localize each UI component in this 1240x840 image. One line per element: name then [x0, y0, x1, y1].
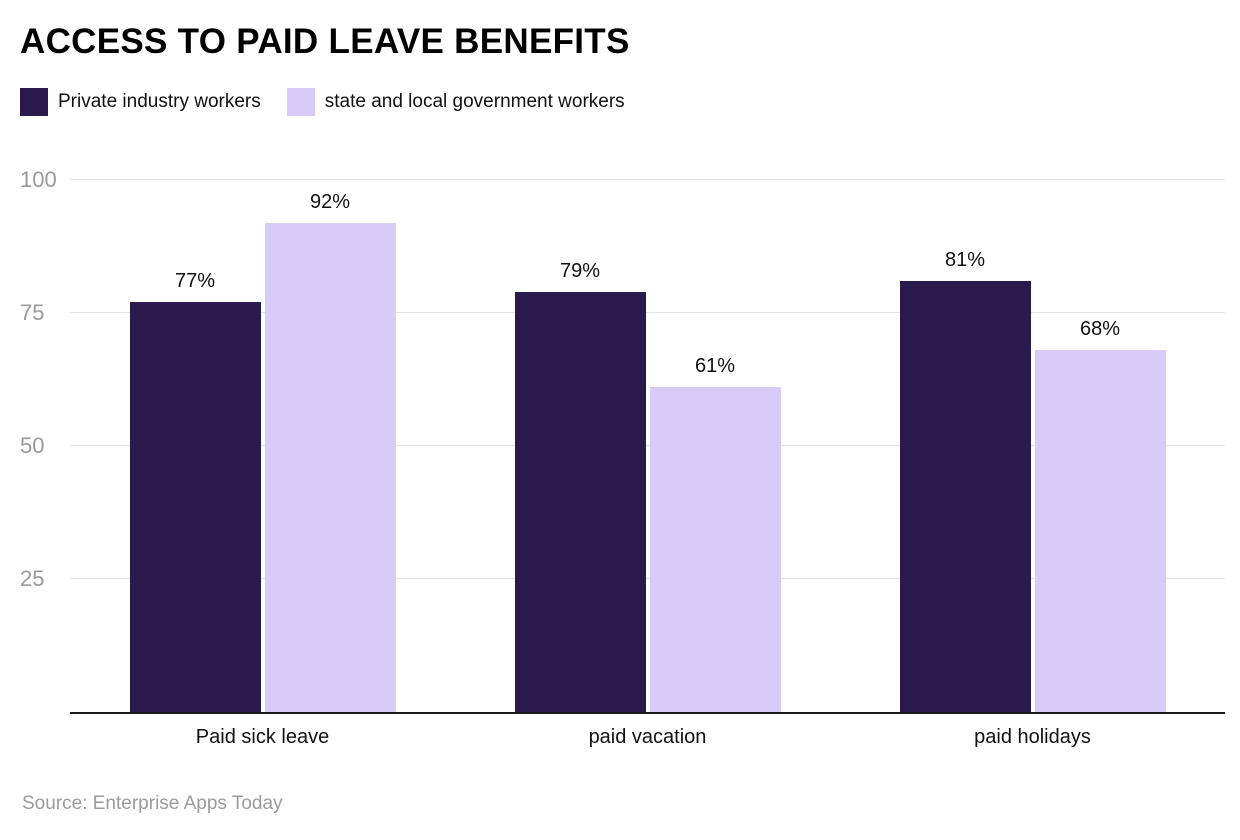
gridline	[70, 179, 1225, 180]
legend-item: state and local government workers	[286, 88, 625, 116]
legend-swatch	[20, 88, 48, 116]
bar-group: 79% 61%	[514, 180, 781, 712]
chart-legend: Private industry workers state and local …	[20, 88, 1225, 116]
x-axis-label: Paid sick leave	[195, 726, 330, 748]
chart-title: ACCESS TO PAID LEAVE BENEFITS	[20, 22, 630, 61]
y-tick-label: 75	[20, 300, 45, 325]
x-axis-labels: Paid sick leave paid vacation paid holiday…	[70, 726, 1225, 749]
y-tick-label: 50	[20, 433, 45, 458]
gridline	[70, 578, 1225, 579]
bar-series-0: 77%	[129, 270, 261, 712]
bar-value-label: 79%	[559, 259, 601, 282]
bars-area: 77% 92% 79% 61% 81% 68%	[70, 180, 1225, 712]
legend-label: Private industry workers	[58, 91, 261, 112]
bar-group: 81% 68%	[899, 180, 1166, 712]
y-tick-label: 100	[20, 167, 57, 192]
gridline	[70, 312, 1225, 313]
bar-value-label: 68%	[1079, 318, 1121, 341]
y-tick-label: 25	[20, 566, 45, 591]
x-axis-label: paid holidays	[974, 726, 1091, 748]
legend-swatch	[286, 88, 315, 116]
bar-group: 77% 92%	[129, 180, 396, 712]
gridline	[70, 445, 1225, 446]
bar-value-label: 92%	[309, 190, 351, 213]
bar-series-1: 92%	[264, 191, 396, 712]
plot-area: 25 50 75 100 77% 92% 79% 61% 81% 68%	[20, 169, 1225, 714]
bar-series-0: 79%	[514, 260, 646, 712]
source-caption: Source: Enterprise Apps Today	[22, 793, 283, 814]
legend-item: Private industry workers	[20, 88, 261, 116]
bar-series-1: 68%	[1034, 318, 1166, 712]
bar-value-label: 61%	[694, 355, 736, 378]
x-axis-label: paid vacation	[588, 726, 707, 748]
legend-label: state and local government workers	[324, 91, 625, 112]
bar-value-label: 81%	[944, 249, 986, 272]
bar-series-0: 81%	[899, 249, 1031, 712]
bar-value-label: 77%	[174, 270, 216, 293]
bar-series-1: 61%	[649, 355, 781, 712]
